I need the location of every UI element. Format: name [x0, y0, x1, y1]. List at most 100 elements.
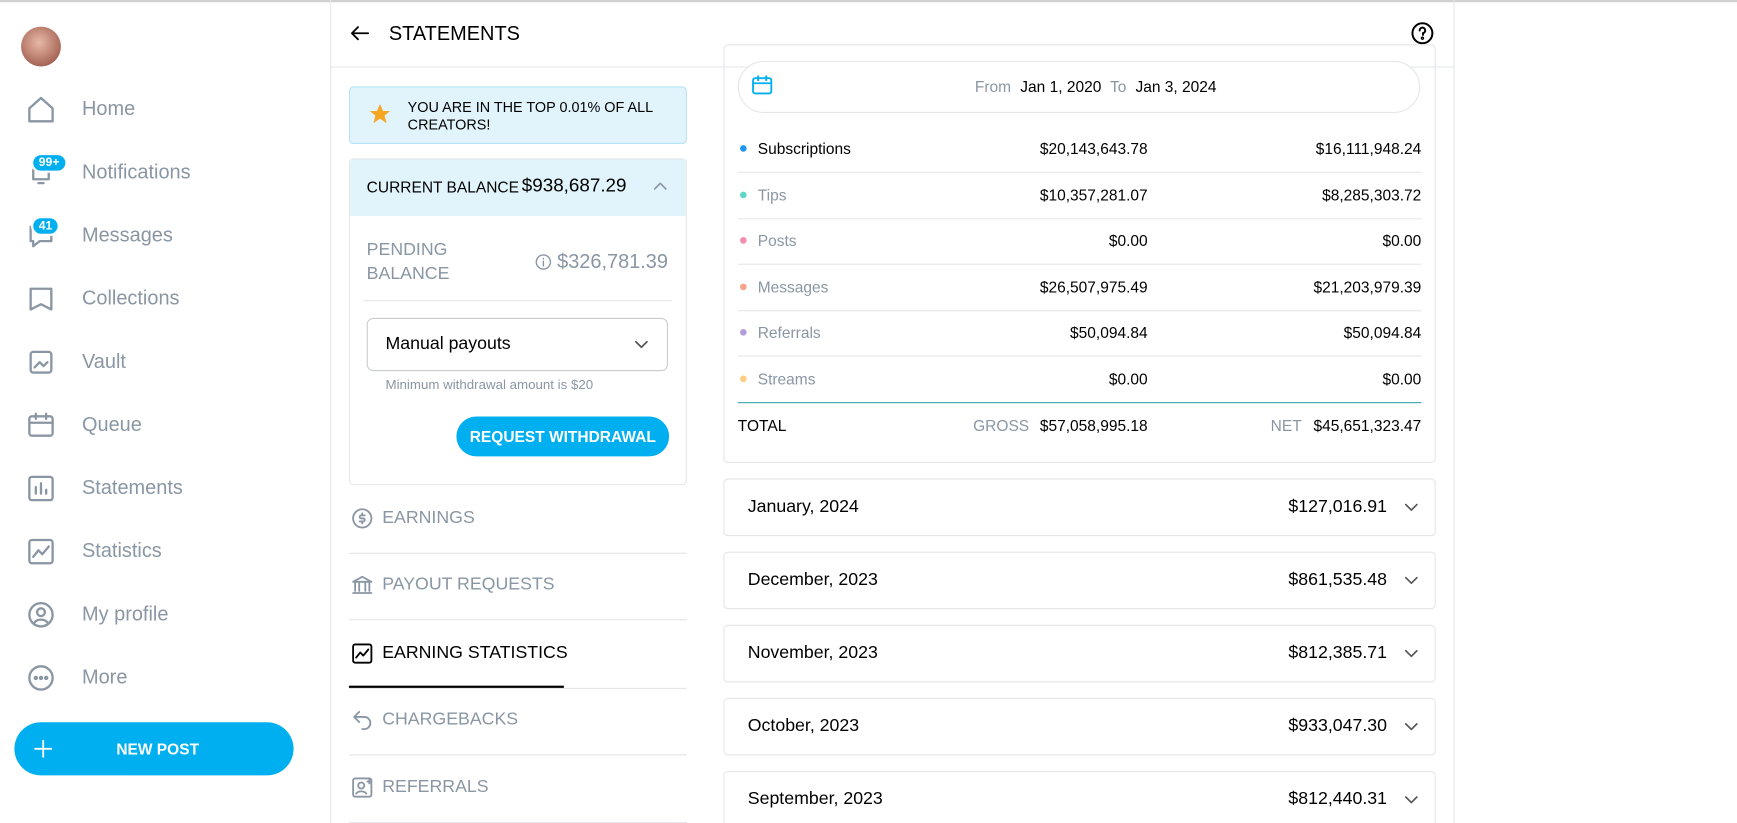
- month-total: $812,385.71: [1288, 643, 1387, 663]
- row-separator: [737, 309, 1422, 312]
- row-name: Referrals: [757, 323, 821, 342]
- tab[interactable]: PAYOUT REQUESTS: [382, 574, 555, 594]
- date-range[interactable]: [737, 60, 1421, 113]
- month-card[interactable]: [723, 770, 1436, 823]
- total-label: TOTAL: [737, 416, 787, 435]
- expand-icon[interactable]: [1400, 716, 1422, 738]
- nav-label[interactable]: Statements: [81, 476, 183, 499]
- row-name: Tips: [757, 185, 787, 204]
- dot: [740, 283, 747, 290]
- statement-card: [723, 44, 1436, 464]
- divider: [330, 0, 332, 823]
- expand-icon[interactable]: [1400, 642, 1422, 664]
- nav-icon[interactable]: [25, 94, 56, 125]
- expand-icon[interactable]: [1400, 496, 1422, 518]
- back-button[interactable]: [348, 21, 372, 45]
- tab-separator: [348, 754, 687, 756]
- expand-icon[interactable]: [1400, 569, 1422, 591]
- calendar-icon: [750, 73, 774, 97]
- nav-icon[interactable]: [25, 599, 56, 630]
- row-separator: [737, 402, 1422, 404]
- tab-separator: [348, 619, 687, 621]
- tab-icon[interactable]: [350, 506, 374, 530]
- nav-icon[interactable]: [25, 347, 56, 378]
- new-post-button[interactable]: [14, 722, 294, 776]
- info-icon[interactable]: [533, 252, 552, 271]
- dot: [740, 191, 747, 198]
- request-button[interactable]: [456, 416, 670, 457]
- tab-separator: [348, 552, 687, 554]
- banner-text: YOU ARE IN THE TOP 0.01% OF ALL CREATORS…: [407, 98, 653, 133]
- page-title: STATEMENTS: [388, 22, 520, 45]
- avatar[interactable]: [21, 26, 61, 67]
- month-card[interactable]: [723, 478, 1436, 537]
- row-net: $8,285,303.72: [1322, 185, 1422, 204]
- min-note: Minimum withdrawal amount is $20: [385, 376, 594, 393]
- nav-icon[interactable]: [25, 536, 56, 567]
- pending-balance-label: PENDING BALANCE: [366, 240, 450, 284]
- gross-total: $57,058,995.18: [1039, 416, 1148, 435]
- month-label: November, 2023: [747, 643, 878, 663]
- from-label: From: [974, 77, 1012, 96]
- row-gross: $0.00: [1108, 231, 1148, 250]
- tab-icon[interactable]: [350, 708, 374, 732]
- expand-icon[interactable]: [1400, 789, 1422, 811]
- collapse-icon[interactable]: [649, 175, 671, 197]
- nav-label[interactable]: My profile: [81, 602, 169, 625]
- current-balance-value: $938,687.29: [521, 175, 627, 197]
- nav-label[interactable]: More: [81, 665, 128, 688]
- month-label: October, 2023: [747, 716, 860, 736]
- new-post-label[interactable]: NEW POST: [116, 739, 200, 758]
- nav-label[interactable]: Vault: [81, 350, 126, 373]
- row-net: $0.00: [1382, 231, 1422, 250]
- row-net: $0.00: [1382, 369, 1422, 388]
- plus-icon: [31, 737, 55, 761]
- current-balance-bg[interactable]: [350, 159, 686, 217]
- row-separator: [737, 171, 1422, 173]
- month-card[interactable]: [723, 551, 1436, 610]
- row-gross: $50,094.84: [1070, 323, 1148, 342]
- top-banner: [348, 86, 687, 145]
- nav-icon[interactable]: [25, 473, 56, 504]
- current-balance-label: CURRENT BALANCE: [366, 178, 519, 197]
- nav-icon[interactable]: [25, 662, 56, 693]
- nav-label[interactable]: Statistics: [81, 539, 162, 562]
- row-name: Subscriptions: [757, 139, 851, 158]
- tab-icon[interactable]: [350, 641, 374, 665]
- month-card[interactable]: [723, 697, 1436, 756]
- nav-label[interactable]: Messages: [81, 223, 173, 246]
- row-separator: [737, 217, 1422, 219]
- row-gross: $26,507,975.49: [1039, 277, 1148, 296]
- row-gross: $0.00: [1108, 369, 1148, 388]
- nav-label[interactable]: Home: [81, 97, 136, 120]
- row-name: Posts: [757, 231, 797, 250]
- nav-icon[interactable]: [25, 410, 56, 441]
- tab[interactable]: REFERRALS: [382, 777, 489, 797]
- tab-separator: [348, 821, 687, 823]
- month-card[interactable]: [723, 624, 1436, 683]
- nav-icon[interactable]: [25, 284, 56, 315]
- tab[interactable]: CHARGEBACKS: [382, 710, 519, 729]
- nav-label[interactable]: Notifications: [81, 160, 191, 183]
- nav-label[interactable]: Queue: [81, 413, 142, 436]
- month-label: January, 2024: [747, 497, 859, 517]
- from-date: Jan 1, 2020: [1020, 77, 1102, 96]
- dot: [740, 375, 747, 383]
- request-label[interactable]: REQUEST WITHDRAWAL: [469, 427, 656, 446]
- month-label: September, 2023: [747, 789, 883, 809]
- tab-separator: [348, 687, 687, 689]
- tab-icon[interactable]: [350, 775, 374, 799]
- to-date: Jan 3, 2024: [1135, 77, 1217, 96]
- row-name: Streams: [757, 369, 816, 388]
- dot: [740, 237, 747, 244]
- dot: [740, 329, 747, 337]
- row-net: $16,111,948.24: [1315, 139, 1422, 158]
- payout-select[interactable]: [366, 317, 669, 372]
- tab[interactable]: EARNING STATISTICS: [382, 643, 568, 663]
- help-button[interactable]: [1409, 20, 1436, 47]
- tab-icon[interactable]: [350, 573, 374, 597]
- nav-label[interactable]: Collections: [81, 286, 180, 310]
- tab[interactable]: EARNINGS: [382, 508, 475, 528]
- month-total: $861,535.48: [1288, 570, 1387, 590]
